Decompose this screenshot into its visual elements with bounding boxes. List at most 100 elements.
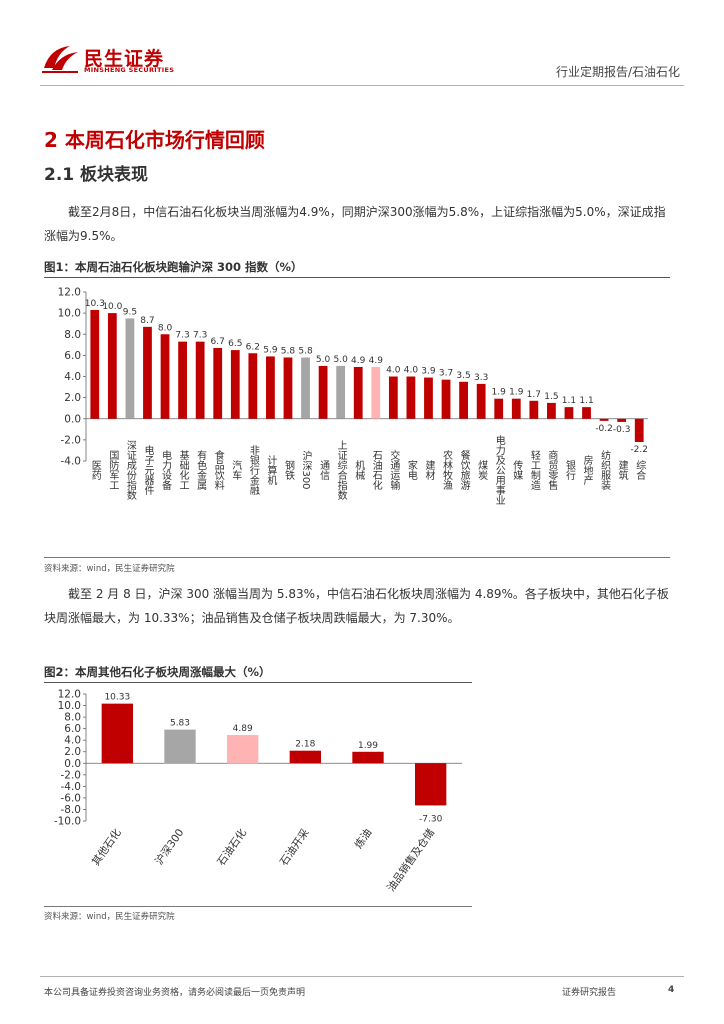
category-label: 商贸零售 xyxy=(546,449,558,491)
bar xyxy=(213,347,223,419)
category-label: 非银行金融 xyxy=(247,445,259,496)
data-label: 4.9 xyxy=(351,356,366,366)
y-tick-label: -6.0 xyxy=(61,792,82,804)
data-label: 5.8 xyxy=(281,346,296,356)
figure-1-bottom-rule xyxy=(44,557,670,558)
data-label: 4.0 xyxy=(386,366,401,376)
category-label: 国防军工 xyxy=(107,450,119,490)
category-label: 轻工制造 xyxy=(528,449,540,490)
bar xyxy=(529,400,539,419)
figure-1-title: 图1：本周石油石化板块跑输沪深 300 指数（%） xyxy=(44,260,303,274)
category-label: 建材 xyxy=(423,459,435,480)
bar xyxy=(424,377,433,419)
data-label: 2.18 xyxy=(295,740,315,750)
figure-2-source: 资料来源：wind，民生证券研究院 xyxy=(44,912,175,922)
category-label: 其他石化 xyxy=(89,826,124,868)
category-label: 石油石化 xyxy=(214,826,249,868)
y-tick-label: 12.0 xyxy=(58,287,81,299)
y-tick-label: -4.0 xyxy=(61,456,82,468)
y-tick-label: 10.0 xyxy=(58,700,81,712)
category-label: 交通运输 xyxy=(388,449,400,491)
bar xyxy=(617,418,627,422)
data-label: 9.5 xyxy=(123,307,137,317)
y-tick-label: 0.0 xyxy=(64,758,81,770)
category-label: 房地产 xyxy=(581,454,593,486)
bar xyxy=(634,418,644,442)
data-label: 7.3 xyxy=(175,331,189,341)
bar xyxy=(318,365,328,419)
data-label: 4.9 xyxy=(369,356,384,366)
y-tick-label: 4.0 xyxy=(64,371,81,383)
figure-2-top-rule xyxy=(44,682,472,683)
data-label: 3.7 xyxy=(439,369,453,379)
y-tick-label: 2.0 xyxy=(64,392,81,404)
y-tick-label: 8.0 xyxy=(64,712,81,724)
y-tick-label: 0.0 xyxy=(64,413,81,425)
bar xyxy=(476,383,486,419)
category-label: 机械 xyxy=(353,459,365,481)
data-label: 8.7 xyxy=(140,316,154,326)
bar xyxy=(143,326,152,419)
bar xyxy=(582,407,591,419)
data-label: 3.9 xyxy=(421,367,436,377)
bar xyxy=(353,366,363,419)
data-label: 5.9 xyxy=(263,345,278,355)
data-label: 4.89 xyxy=(233,724,253,734)
category-label: 石油开采 xyxy=(277,826,312,868)
data-label: 1.7 xyxy=(527,390,541,400)
y-tick-label: 10.0 xyxy=(58,308,81,320)
bar xyxy=(125,318,135,419)
bar xyxy=(160,334,170,419)
bar xyxy=(336,365,346,419)
footer-label: 证券研究报告 xyxy=(562,988,617,998)
category-label: 炼油 xyxy=(352,826,375,851)
page-number: 4 xyxy=(668,985,675,995)
y-tick-label: 6.0 xyxy=(64,350,81,362)
data-label: 1.9 xyxy=(492,388,507,398)
logo-text: 民生证券 xyxy=(84,48,165,70)
header-divider xyxy=(40,85,684,86)
data-label: 5.0 xyxy=(316,355,331,365)
category-label: 银行 xyxy=(563,459,575,481)
bar xyxy=(511,398,521,419)
category-label: 沪深300 xyxy=(300,449,312,489)
bar xyxy=(301,357,310,419)
figure-1-source: 资料来源：wind，民生证券研究院 xyxy=(44,564,175,574)
bar xyxy=(599,418,609,421)
category-label: 家电 xyxy=(405,459,417,480)
category-label: 建筑 xyxy=(616,459,628,480)
category-label: 通信 xyxy=(318,460,330,481)
data-label: 6.2 xyxy=(246,342,260,352)
data-label: 10.33 xyxy=(104,693,130,703)
data-label: 1.9 xyxy=(509,388,524,398)
footer-disclaimer: 本公司具备证券投资咨询业务资格，请务必阅读最后一页免责声明 xyxy=(44,988,306,998)
paragraph-1: 截至2月8日，中信石油石化板块当周涨幅为4.9%，同期沪深300涨幅为5.8%，… xyxy=(44,205,666,243)
data-label: 10.3 xyxy=(85,299,105,309)
bar xyxy=(388,376,398,419)
y-tick-label: 6.0 xyxy=(64,723,81,735)
minsheng-logo-icon xyxy=(42,46,78,73)
bar xyxy=(371,366,381,419)
data-label: 8.0 xyxy=(158,323,173,333)
category-label: 食品饮料 xyxy=(212,449,224,491)
data-label: 1.5 xyxy=(544,392,558,402)
category-label: 基础化工 xyxy=(177,449,189,490)
data-label: 1.1 xyxy=(579,396,593,406)
paragraph-2: 截至 2 月 8 日，沪深 300 涨幅当周为 5.83%，中信石油石化板块周涨… xyxy=(44,587,669,625)
data-label: 7.3 xyxy=(193,331,207,341)
bar xyxy=(283,357,293,419)
y-tick-label: -10.0 xyxy=(54,816,81,828)
y-tick-label: 8.0 xyxy=(64,329,81,341)
data-label: -0.3 xyxy=(613,425,631,435)
bar xyxy=(195,341,205,419)
category-label: 农林牧渔 xyxy=(441,449,453,491)
y-tick-label: -2.0 xyxy=(61,434,82,446)
category-label: 电力设备 xyxy=(160,449,172,491)
category-label: 煤炭 xyxy=(476,459,488,481)
figure-2-title: 图2：本周其他石化子板块周涨幅最大（%） xyxy=(44,665,271,679)
category-label: 电力及公用事业 xyxy=(493,434,505,505)
data-label: 3.3 xyxy=(474,373,488,383)
data-label: 6.7 xyxy=(211,337,225,347)
y-tick-label: -2.0 xyxy=(61,769,82,781)
data-label: 5.8 xyxy=(298,346,313,356)
